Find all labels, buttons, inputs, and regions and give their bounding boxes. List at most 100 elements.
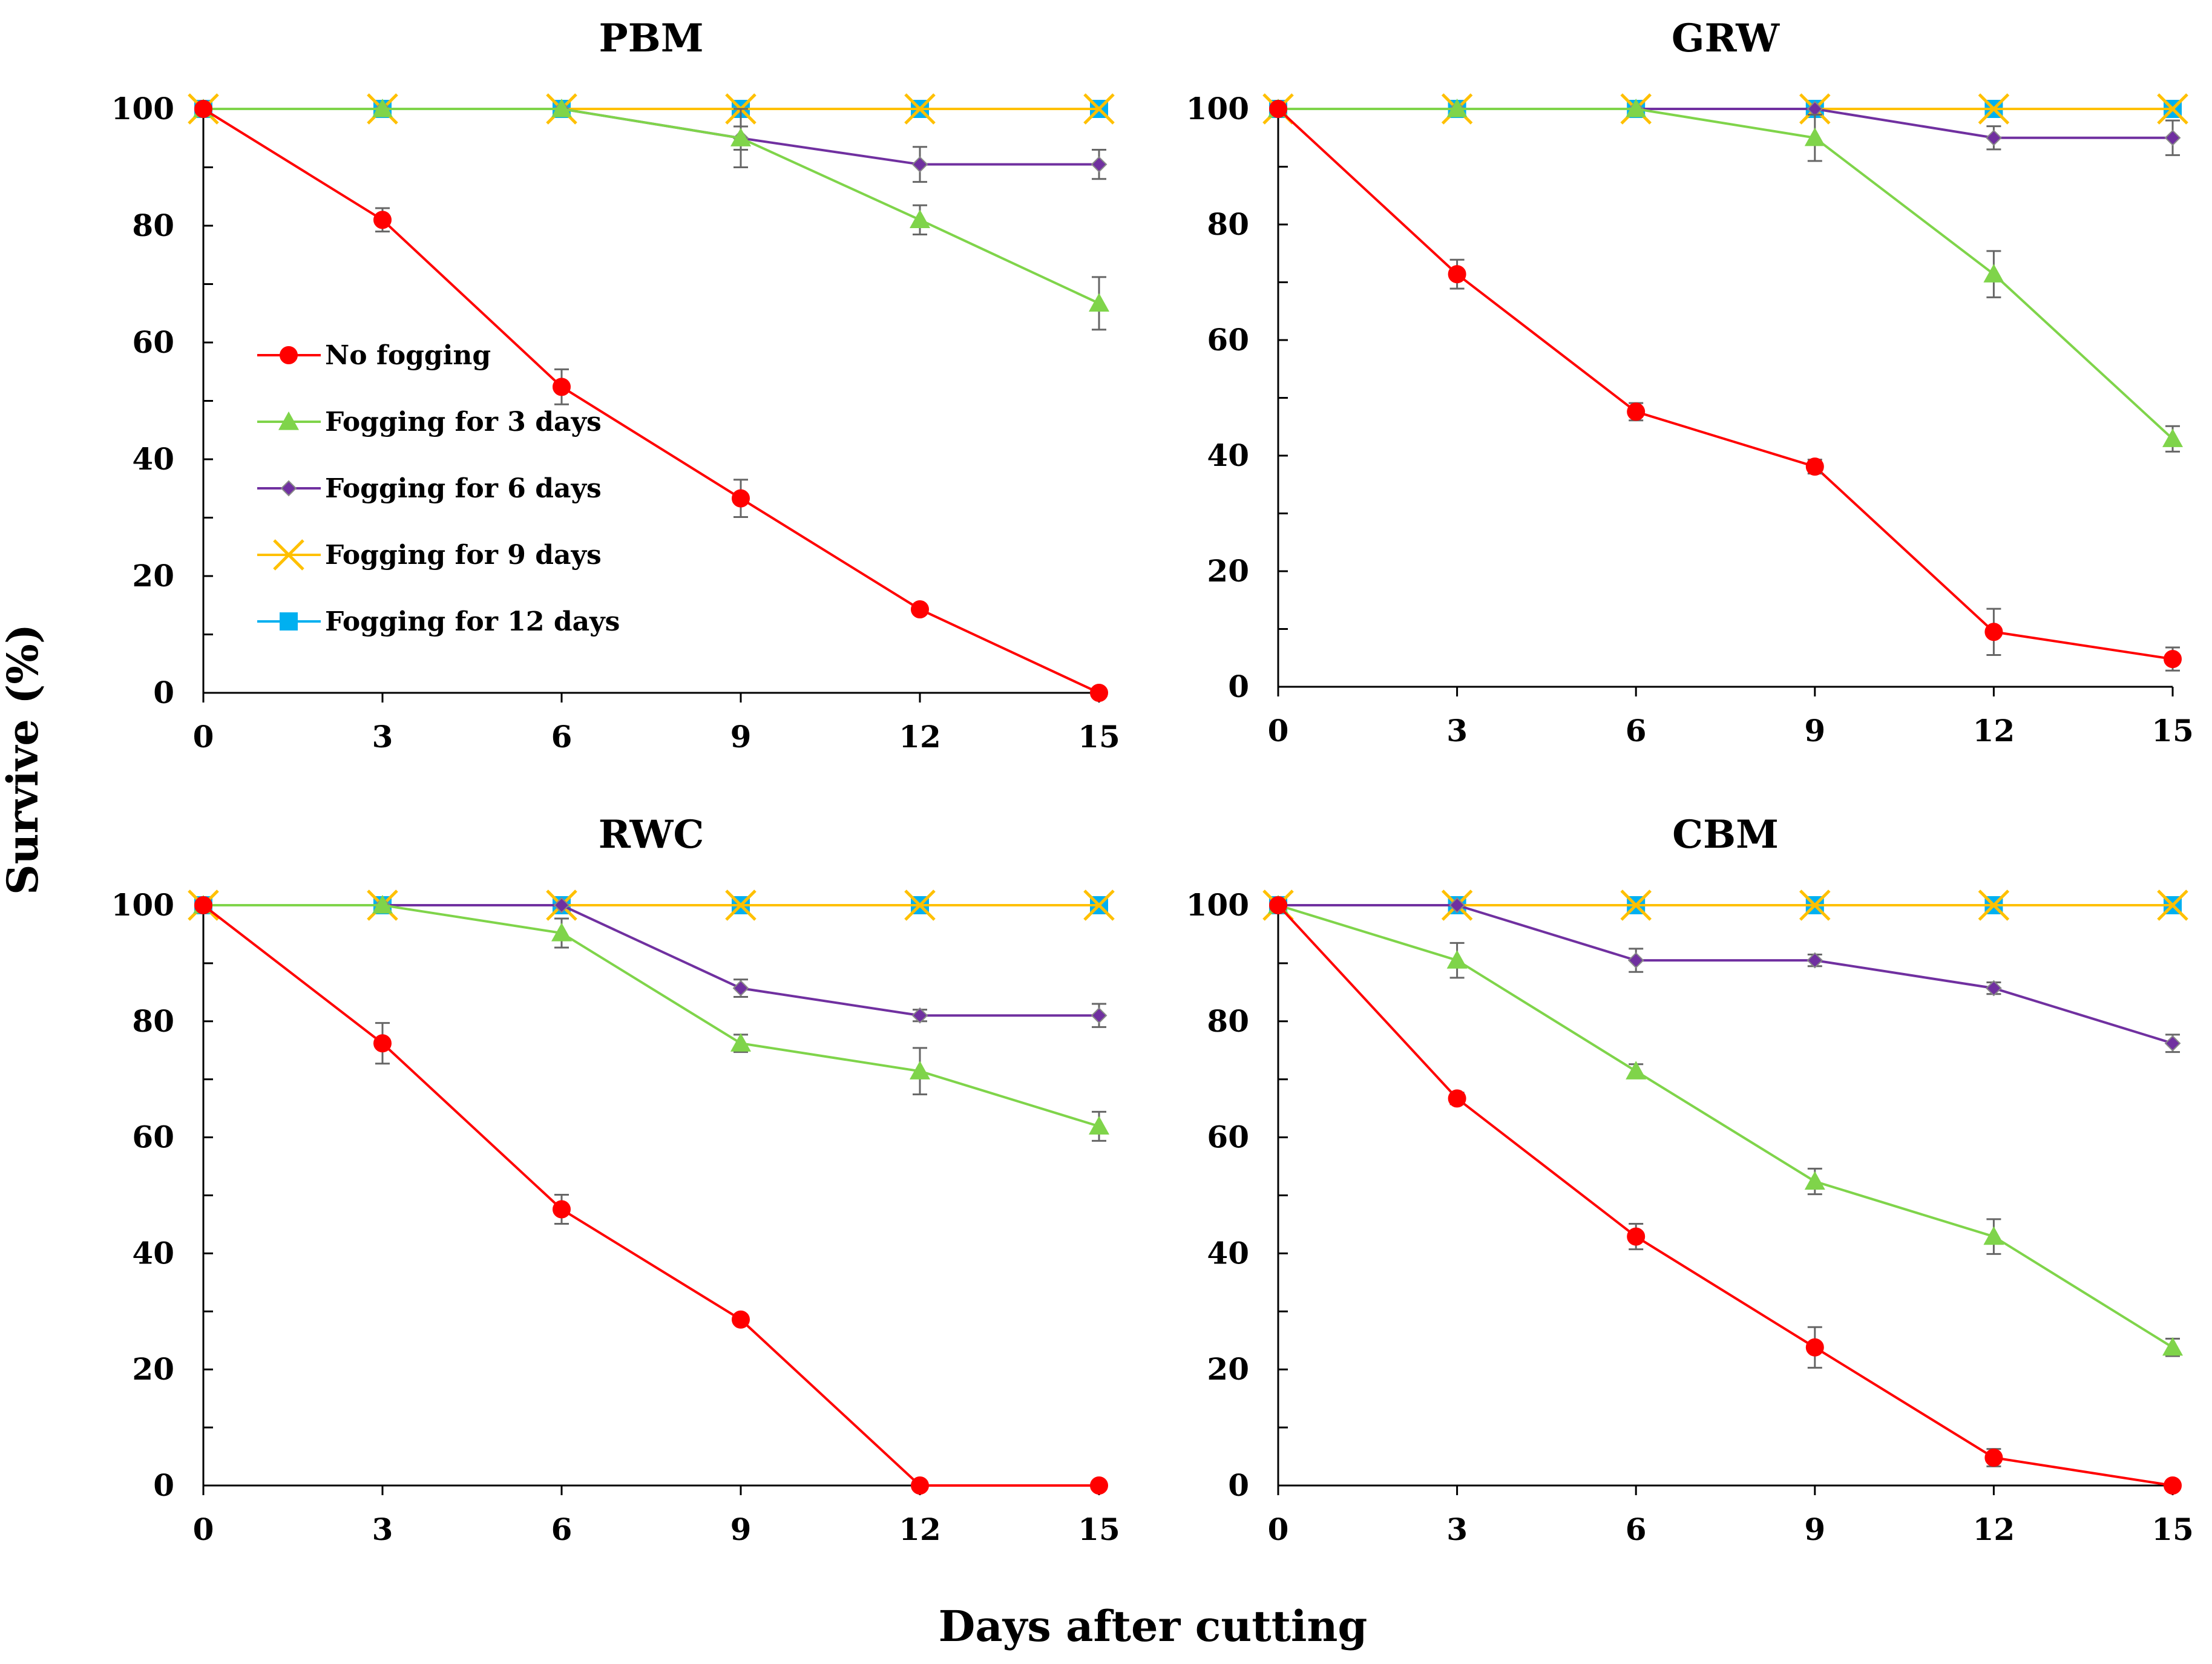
series-line (1277, 904, 2173, 1487)
series-fog3 (1268, 99, 2183, 453)
x-tick-label: 15 (1078, 719, 1120, 755)
data-point (1799, 889, 1831, 921)
legend-marker (278, 411, 299, 430)
x-axis-title: Days after cutting (939, 1601, 1368, 1651)
x-tick-label: 6 (1626, 1512, 1647, 1547)
data-point (1090, 1476, 1108, 1495)
data-point (553, 897, 570, 914)
data-point (1805, 457, 1824, 476)
data-point (2164, 129, 2181, 146)
x-tick-label: 3 (1446, 713, 1468, 748)
panel-title: PBM (599, 16, 703, 61)
data-point (1983, 1226, 2004, 1245)
y-tick-label: 80 (1207, 206, 1249, 242)
series-fog3 (193, 895, 1109, 1142)
data-point (372, 99, 393, 117)
data-point (910, 209, 930, 228)
data-point (911, 600, 929, 619)
data-point (732, 489, 750, 508)
data-point (1627, 1227, 1646, 1246)
x-tick-label: 0 (1268, 1512, 1289, 1547)
data-point (725, 889, 756, 921)
data-point (1985, 980, 2002, 997)
data-point (1269, 100, 1287, 118)
data-point (551, 99, 572, 117)
data-point (2162, 1337, 2183, 1356)
y-tick-label: 40 (1207, 437, 1249, 473)
x-tick-label: 0 (193, 1512, 214, 1547)
x-tick-label: 6 (551, 1512, 573, 1547)
x-tick-label: 15 (2151, 1512, 2194, 1547)
data-point (194, 100, 212, 118)
series-nofog (1269, 896, 2182, 1495)
x-tick-label: 3 (372, 1512, 393, 1547)
series-line (1278, 904, 2174, 1349)
legend: No fogging Fogging for 3 days Fogging for … (257, 340, 620, 637)
panel-title: CBM (1672, 812, 1779, 857)
panel-cbm: CBM 0 20 40 60 80 100 0 3 6 9 12 15 (1186, 812, 2194, 1547)
y-tick-label: 20 (1207, 1351, 1249, 1387)
panel-rwc: RWC 0 20 40 60 80 100 0 3 6 9 12 15 (111, 812, 1120, 1547)
legend-item: Fogging for 3 days (257, 407, 602, 437)
panel-title: RWC (599, 812, 704, 857)
x-tick-label: 12 (899, 719, 941, 755)
data-point (2164, 650, 2182, 669)
legend-item: Fogging for 6 days (257, 473, 602, 504)
data-point (1446, 99, 1468, 117)
y-tick-label: 100 (111, 91, 174, 126)
panel-grw: GRW 0 20 40 60 80 100 0 3 6 9 12 15 (1186, 16, 2194, 748)
data-point (1090, 684, 1108, 702)
data-point (1978, 93, 2010, 125)
data-point (1449, 897, 1466, 914)
data-point (1984, 1448, 2003, 1467)
series-fog6 (195, 100, 1108, 183)
data-point (1446, 950, 1468, 969)
data-point (1083, 889, 1115, 921)
data-point (1448, 1089, 1466, 1108)
data-point (911, 1007, 928, 1024)
data-point (1978, 889, 2010, 921)
series-fog3 (1268, 895, 2183, 1357)
series-line (1278, 904, 2173, 1045)
data-point (1091, 1007, 1108, 1024)
data-point (1807, 952, 1823, 969)
legend-marker (280, 612, 298, 631)
series-line (203, 108, 1099, 166)
y-tick-label: 60 (1207, 322, 1249, 358)
y-tick-label: 20 (132, 558, 174, 594)
data-point (1091, 156, 1108, 173)
legend-label: Fogging for 6 days (325, 473, 602, 504)
data-point (551, 923, 572, 942)
data-point (1620, 889, 1652, 921)
data-point (1804, 127, 1825, 146)
data-point (730, 1033, 751, 1052)
y-tick-label: 80 (132, 208, 174, 243)
y-tick-label: 0 (1228, 669, 1249, 704)
data-point (2157, 93, 2188, 125)
legend-label: Fogging for 3 days (325, 407, 602, 437)
x-tick-label: 9 (730, 719, 752, 755)
series-fog6 (195, 897, 1108, 1028)
x-tick-label: 9 (730, 1512, 752, 1547)
data-point (2157, 889, 2188, 921)
legend-label: Fogging for 12 days (325, 606, 620, 637)
x-tick-label: 0 (193, 719, 214, 755)
y-tick-label: 100 (111, 887, 174, 923)
series-line (1277, 108, 2173, 661)
data-point (1626, 1061, 1647, 1079)
data-point (2164, 1476, 2182, 1495)
series-line (202, 904, 1099, 1487)
data-point (1627, 952, 1644, 969)
y-tick-label: 0 (153, 675, 174, 710)
y-tick-label: 100 (1186, 91, 1249, 126)
data-point (194, 896, 212, 914)
data-point (1089, 1116, 1109, 1135)
y-axis-title: Survive (%) (0, 624, 48, 895)
y-tick-label: 60 (1207, 1119, 1249, 1155)
data-point (911, 1476, 929, 1495)
x-tick-label: 6 (1626, 713, 1647, 748)
panel-pbm: PBM 0 20 40 60 80 100 0 3 6 9 12 15 (111, 16, 1120, 755)
y-tick-label: 20 (132, 1351, 174, 1387)
data-point (373, 211, 392, 229)
